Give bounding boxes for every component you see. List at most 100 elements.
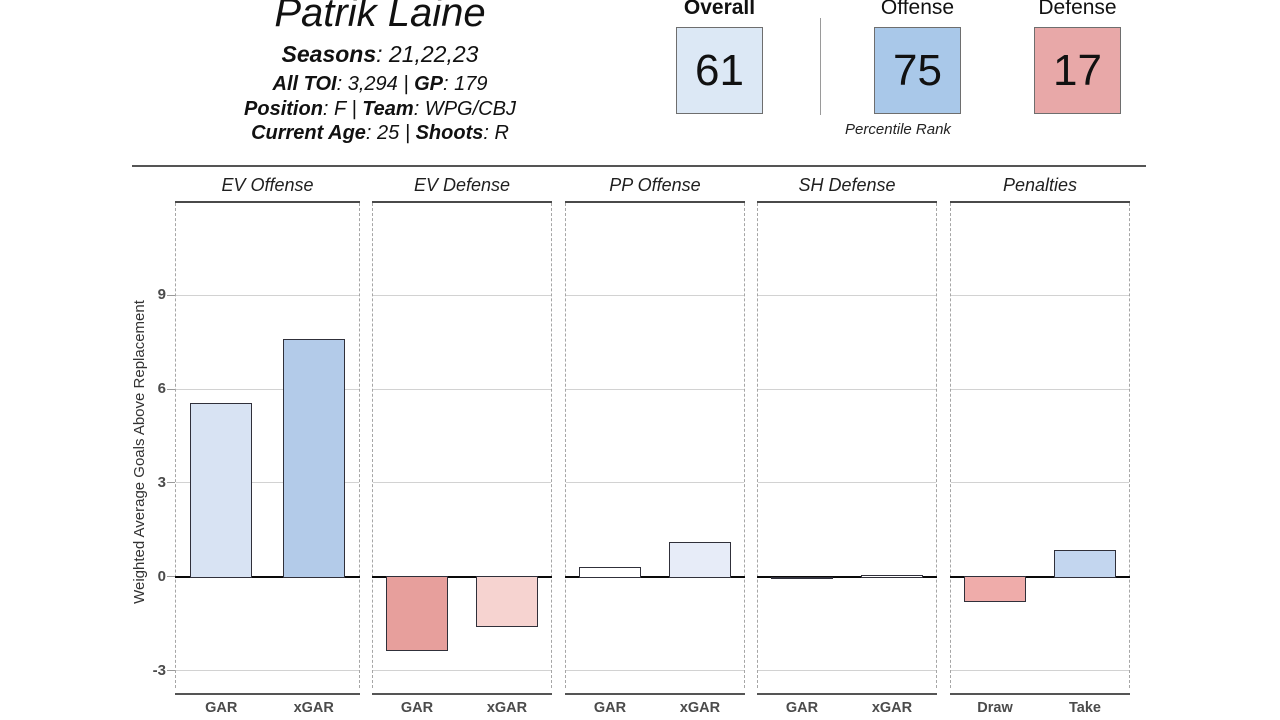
panel-bottom-border	[757, 693, 937, 695]
panel-left-border	[372, 203, 373, 688]
bar-xgar	[669, 542, 731, 579]
panel-right-border	[551, 203, 552, 688]
panel-bottom-border	[175, 693, 360, 695]
x-category-label: GAR	[593, 700, 627, 716]
panel-top-border	[757, 201, 937, 203]
bar-draw	[964, 575, 1026, 603]
gridline	[758, 388, 936, 390]
header-separator-line	[132, 165, 1146, 167]
info-label: Team	[362, 98, 414, 120]
panel-top-border	[950, 201, 1130, 203]
percentile-defense: Defense 17	[1005, 0, 1150, 114]
panel-title: SH Defense	[798, 175, 896, 195]
panel-top-border	[372, 201, 552, 203]
y-tick-label: -3	[152, 661, 166, 679]
gridline	[758, 294, 936, 296]
zero-line	[950, 575, 1130, 578]
player-name: Patrik Laine	[274, 0, 486, 35]
gridline	[176, 482, 359, 484]
panel-title: PP Offense	[609, 175, 701, 195]
zero-line	[565, 575, 745, 578]
bar-xgar	[282, 339, 345, 579]
info-label: Seasons	[281, 41, 377, 67]
player-toi-gp-line: All TOI: 3,294 | GP: 179	[130, 73, 630, 96]
x-category-label: GAR	[400, 700, 434, 716]
info-label: Shoots	[415, 122, 484, 144]
percentile-offense: Offense 75	[845, 0, 990, 114]
percentile-rank-caption: Percentile Rank	[845, 121, 951, 138]
player-seasons-line: Seasons: 21,22,23	[130, 41, 630, 68]
zero-line	[757, 575, 937, 578]
gridline	[951, 670, 1129, 672]
x-category-label: xGAR	[871, 700, 913, 716]
info-label: GP	[414, 73, 443, 95]
panel-right-border	[359, 203, 360, 688]
panel-right-border	[744, 203, 745, 688]
panel-bottom-border	[372, 693, 552, 695]
info-label: All TOI	[272, 73, 337, 95]
gridline	[951, 294, 1129, 296]
x-category-label: Take	[1069, 700, 1101, 716]
gridline	[373, 294, 551, 296]
percentile-defense-label: Defense	[1038, 0, 1117, 19]
bar-gar	[190, 403, 253, 579]
gridline	[566, 482, 744, 484]
gridline	[176, 670, 359, 672]
y-tick-label: 6	[157, 380, 166, 398]
gridline	[176, 294, 359, 296]
panel-left-border	[175, 203, 176, 688]
gridline	[373, 388, 551, 390]
panel-right-border	[1129, 203, 1130, 688]
y-tick-mark	[167, 388, 175, 390]
gridline	[373, 482, 551, 484]
panel-right-border	[936, 203, 937, 688]
player-position-team-line: Position: F | Team: WPG/CBJ	[130, 98, 630, 121]
x-category-label: xGAR	[293, 700, 334, 716]
gridline	[951, 388, 1129, 390]
bar-gar	[386, 575, 448, 651]
panel-bottom-border	[950, 693, 1130, 695]
bar-gar	[579, 567, 641, 579]
player-age-shoots-line: Current Age: 25 | Shoots: R	[130, 122, 630, 145]
info-label: Position	[244, 98, 323, 120]
info-value: : 179	[443, 73, 488, 95]
x-category-label: GAR	[785, 700, 819, 716]
panel-left-border	[950, 203, 951, 688]
info-value: : 21,22,23	[376, 41, 479, 67]
y-tick-mark	[167, 294, 175, 296]
bar-gar	[771, 576, 833, 579]
gridline	[176, 388, 359, 390]
x-category-label: GAR	[205, 700, 238, 716]
gridline	[758, 670, 936, 672]
gridline	[951, 482, 1129, 484]
percentile-overall-label: Overall	[683, 0, 756, 19]
info-value: : WPG/CBJ	[413, 98, 516, 120]
panel-top-border	[565, 201, 745, 203]
info-value: : R	[483, 122, 509, 144]
panel-title: EV Offense	[221, 175, 314, 195]
gridline	[373, 670, 551, 672]
x-category-label: xGAR	[486, 700, 528, 716]
percentile-divider	[820, 18, 821, 115]
panel-left-border	[565, 203, 566, 688]
x-category-label: Draw	[977, 700, 1013, 716]
zero-line	[175, 575, 360, 578]
bar-xgar	[476, 575, 538, 628]
percentile-offense-value: 75	[874, 27, 961, 114]
y-tick-mark	[167, 576, 175, 578]
y-tick-label: 3	[157, 473, 166, 491]
percentile-overall-value: 61	[676, 27, 763, 114]
gridline	[566, 294, 744, 296]
y-tick-mark	[167, 670, 175, 672]
panel-top-border	[175, 201, 360, 203]
gridline	[566, 670, 744, 672]
y-tick-label: 9	[157, 286, 166, 304]
bar-take	[1054, 550, 1116, 579]
info-value: : F |	[322, 98, 363, 120]
gridline	[566, 388, 744, 390]
panel-bottom-border	[565, 693, 745, 695]
percentile-offense-label: Offense	[880, 0, 955, 19]
info-value: : 3,294 |	[336, 73, 415, 95]
y-tick-label: 0	[157, 567, 166, 585]
